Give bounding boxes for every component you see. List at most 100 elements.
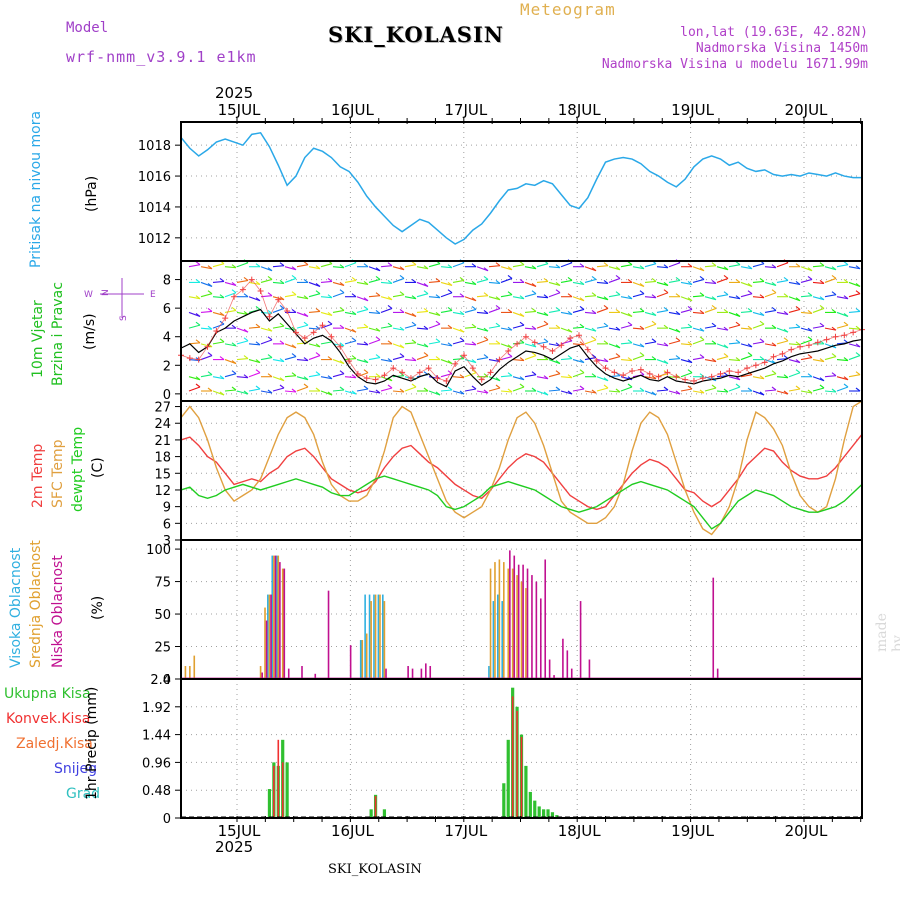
cloud-bar [265,620,268,679]
wind-arrow [224,281,237,286]
wind-arrow-head [411,261,417,266]
wind-arrow-head [315,290,321,295]
wind-arrow-head [219,294,225,299]
wind-arrow-head [771,370,777,375]
wind-arrow [308,374,321,378]
precip-conv-bar [516,710,518,818]
wind-arrow [704,359,717,363]
wind-arrow [692,266,705,272]
wind-arrow-head [435,391,441,396]
cloud-tick-label: 0 [163,673,171,688]
footer-title: SKI_KOLASIN [328,862,422,877]
wind-arrow-head [663,386,669,391]
wind-arrow [632,281,645,287]
wind-arrow [236,327,249,333]
cloud-bar [279,562,281,679]
wind-arrow [512,296,525,300]
wind-arrow-head [459,374,465,379]
cloud-bar [498,559,501,679]
wind-arrow-head [483,309,489,314]
wind-arrow [548,389,561,392]
wind-arrow-head [351,328,357,333]
wind-arrow-head [279,340,285,345]
wind-arrow [800,357,813,361]
cloud-panel [180,550,862,679]
wind-arrow-head [567,310,573,315]
wind-arrow [848,266,861,270]
wind-arrow [788,372,801,378]
cloud-bar [370,601,372,679]
wind-arrow-head [255,323,261,328]
wind-arrow-head [327,311,333,316]
wind-arrow [476,278,489,283]
cloud-bar [327,590,330,679]
wind-arrow [512,376,525,381]
wind-arrow [620,342,633,345]
wind-arrow [404,296,417,300]
wind-arrow-head [615,274,621,279]
wind-arrow-head [387,296,393,301]
wind-arrow [644,296,657,299]
wind-arrow-head [675,293,681,298]
wind-arrow-head [243,374,249,379]
wind-arrow [464,388,477,392]
wind-arrow-head [387,384,393,389]
wind-arrow-head [459,328,465,333]
cloud-bar [522,564,524,679]
wind-arrow-head [591,267,597,272]
wind-arrow [704,265,717,268]
wind-arrow-head [303,321,309,326]
cloud-bar [712,577,715,679]
wind-arrow-head [207,325,213,330]
wind-arrow-head [399,266,405,271]
wind-arrow-head [675,276,681,281]
wind-arrow-head [687,263,693,268]
wind-arrow [488,387,501,392]
wind-arrow [536,280,549,283]
wind-arrow [344,390,357,395]
cloud-bar [513,555,516,679]
wind-arrow-head [855,352,861,357]
wind-arrow-head [699,373,705,378]
wind-arrow [236,390,249,395]
wind-arrow-head [375,327,381,332]
temp-tick-label: 6 [163,517,171,532]
wind-arrow-head [723,308,729,313]
cloud-bar [570,668,573,679]
wind-arrow [248,326,261,329]
wind-arrow-head [291,308,297,313]
wind-arrow [416,266,429,270]
cloud-bar [377,594,380,679]
wind-arrow [224,266,237,269]
precip-total-bar [506,739,510,818]
wind-arrow [668,327,681,333]
wind-arrow [620,264,633,268]
wind-arrow [848,310,861,313]
temp-line-1 [180,400,863,536]
wind-arrow [608,277,621,283]
wind-arrow-head [531,371,537,376]
wind-arrow-head [783,328,789,333]
cloud-bar [264,607,266,679]
wind-arrow [188,342,201,345]
wind-arrow-head [363,341,369,346]
wind-arrow-head [639,352,645,357]
wind-arrow [824,375,837,378]
wind-arrow [320,311,333,316]
wind-arrow [344,262,357,268]
wind-arrow [488,265,501,268]
wind-arrow [836,296,849,300]
wind-arrow [344,340,357,345]
wind-arrow [296,359,309,362]
wind-arrow-head [807,336,813,341]
wind-arrow-head [483,267,489,272]
wind-arrow-head [375,267,381,272]
wind-arrow [488,296,501,301]
precip-tick-label: 0 [163,812,171,827]
wind-arrow [320,296,333,299]
wind-arrow-head [195,278,201,283]
wind-arrow-head [339,370,345,375]
wind-arrow [764,292,777,298]
wind-arrow [728,264,741,268]
wind-arrow [776,390,789,395]
